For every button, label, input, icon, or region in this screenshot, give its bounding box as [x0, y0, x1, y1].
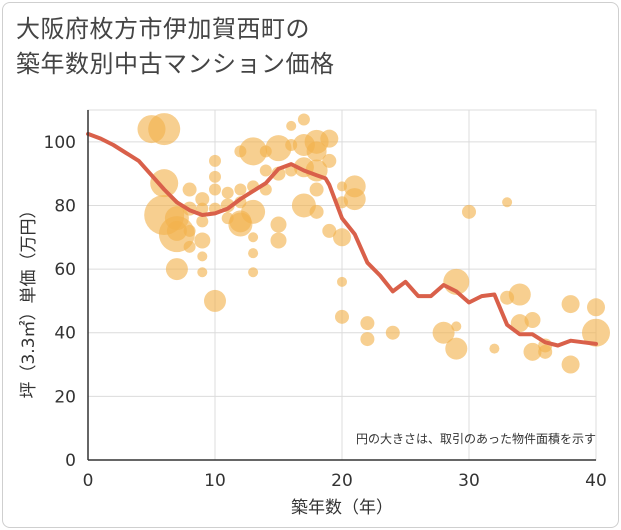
data-point	[335, 309, 349, 324]
data-point	[234, 183, 247, 196]
data-point	[322, 223, 337, 238]
data-point	[209, 170, 221, 183]
data-point	[462, 204, 476, 219]
data-point	[165, 258, 188, 281]
y-tick-label: 20	[54, 387, 76, 407]
data-point	[322, 153, 337, 168]
data-point	[197, 251, 208, 262]
data-point	[270, 232, 287, 249]
chart-title: 大阪府枚方市伊加賀西町の 築年数別中古マンション価格	[16, 12, 335, 82]
data-point	[248, 248, 259, 259]
data-point	[309, 204, 324, 219]
data-point	[489, 343, 500, 354]
title-line-2: 築年数別中古マンション価格	[16, 50, 335, 78]
x-tick-label: 20	[331, 471, 353, 491]
title-line-1: 大阪府枚方市伊加賀西町の	[16, 15, 310, 43]
data-point	[204, 289, 226, 312]
data-point	[166, 220, 187, 241]
y-axis-label: 坪（3.3㎡）単価（万円）	[19, 201, 39, 398]
data-point	[445, 337, 468, 360]
data-point	[297, 113, 310, 126]
data-point	[195, 192, 210, 207]
data-point	[561, 295, 580, 314]
data-point	[337, 276, 347, 287]
data-point	[360, 316, 375, 331]
trend-line	[86, 131, 598, 348]
data-point	[309, 182, 324, 197]
data-point	[194, 232, 211, 249]
data-point	[221, 186, 234, 199]
x-tick-label: 10	[204, 471, 226, 491]
data-point	[209, 183, 221, 196]
data-point	[196, 215, 209, 228]
size-note: 円の大きさは、取引のあった物件面積を示す	[356, 431, 596, 446]
data-point	[265, 135, 292, 162]
tick-labels: 0 10 20 30 40 0 20 40 60 80 100	[44, 133, 607, 491]
data-point	[148, 113, 181, 146]
data-point	[561, 355, 580, 374]
data-point	[582, 318, 610, 347]
data-point	[320, 129, 339, 148]
y-tick-label: 40	[54, 324, 76, 344]
data-point	[183, 240, 196, 253]
data-point	[385, 325, 400, 340]
data-point	[209, 154, 221, 167]
x-tick-label: 0	[83, 471, 94, 491]
data-point	[182, 182, 197, 197]
data-point	[587, 298, 605, 317]
x-tick-label: 30	[458, 471, 480, 491]
data-point	[333, 228, 351, 247]
data-point	[248, 267, 259, 278]
y-tick-label: 80	[54, 196, 76, 216]
data-point	[451, 321, 462, 332]
data-point	[508, 283, 531, 306]
data-point	[150, 169, 179, 198]
data-point	[523, 342, 542, 361]
data-point	[524, 312, 541, 328]
data-point	[196, 202, 209, 215]
data-point	[248, 232, 259, 243]
y-tick-label: 100	[44, 133, 76, 153]
data-point	[183, 224, 196, 237]
axes	[87, 110, 596, 461]
y-tick-label: 60	[54, 260, 76, 280]
data-point	[197, 267, 208, 278]
data-point	[241, 199, 266, 224]
data-point	[306, 141, 327, 162]
x-tick-label: 40	[585, 471, 607, 491]
data-point	[259, 164, 272, 177]
data-point	[510, 314, 529, 333]
data-point	[239, 137, 268, 166]
data-point	[286, 120, 297, 131]
bubbles	[137, 113, 610, 374]
x-axis-label: 築年数（年）	[291, 498, 393, 518]
data-point	[360, 332, 375, 347]
y-tick-label: 0	[65, 451, 76, 471]
data-point	[502, 197, 513, 208]
data-point	[432, 321, 455, 344]
data-point	[270, 216, 287, 233]
data-point	[343, 188, 366, 211]
